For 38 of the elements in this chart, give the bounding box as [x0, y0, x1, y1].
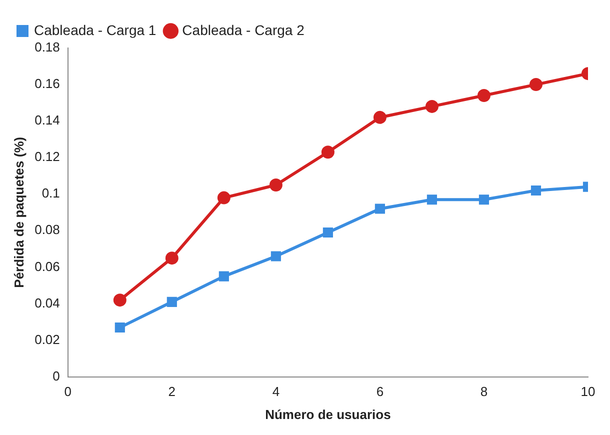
x-tick-label: 0: [64, 384, 72, 400]
y-tick-label: 0.02: [34, 332, 60, 347]
point: [478, 194, 490, 205]
point: [165, 252, 178, 265]
point: [529, 78, 542, 92]
point: [218, 271, 229, 282]
point: [530, 185, 542, 196]
point: [373, 110, 386, 124]
y-tick-label: 0.14: [34, 112, 60, 128]
point: [425, 100, 438, 113]
point: [217, 191, 230, 204]
point: [322, 227, 333, 238]
point: [321, 146, 334, 159]
x-axis-title: Número de usuarios: [265, 406, 391, 422]
point: [113, 294, 126, 307]
point: [270, 251, 281, 262]
y-tick-label: 0.16: [34, 76, 60, 92]
y-tick-label: 0.04: [34, 295, 60, 310]
x-tick-label: 6: [376, 384, 384, 400]
y-tick-label: 0.1: [42, 186, 60, 201]
y-tick-label: 0.12: [34, 149, 60, 164]
x-tick-label: 4: [272, 384, 280, 400]
y-tick-label: 0.08: [34, 222, 60, 238]
y-tick-label: 0.18: [34, 40, 60, 55]
x-tick-label: 8: [480, 384, 488, 400]
point: [426, 194, 438, 205]
legend-label: Cableada - Carga 1: [34, 22, 156, 38]
point: [374, 204, 385, 214]
y-tick-label: 0: [52, 368, 60, 384]
legend-label: Cableada - Carga 2: [182, 22, 305, 38]
point: [166, 296, 177, 307]
x-tick-label: 10: [580, 384, 596, 400]
point: [477, 88, 490, 102]
point: [114, 322, 125, 333]
point: [269, 178, 282, 192]
x-tick-label: 2: [168, 384, 176, 400]
y-tick-label: 0.06: [34, 258, 60, 274]
y-axis-title: Pérdida de paquetes (%): [11, 136, 26, 288]
